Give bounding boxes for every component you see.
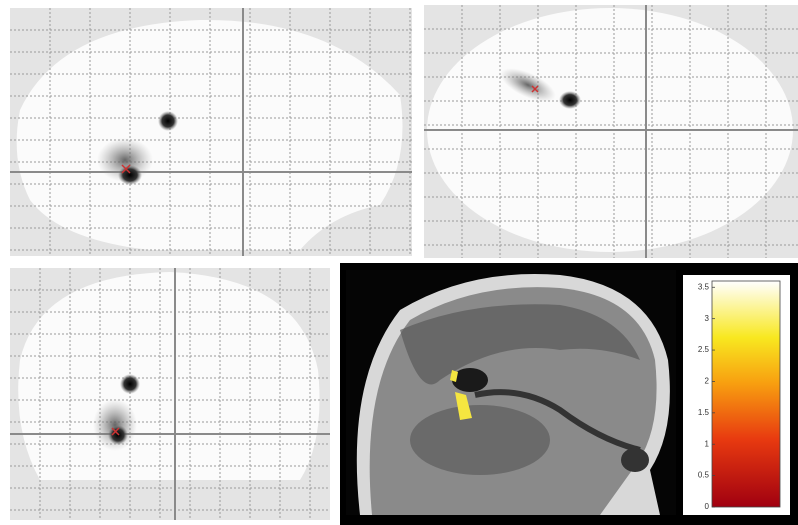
tick-label: 2: [705, 377, 710, 386]
tick-label: 0.5: [698, 471, 710, 480]
tick-label: 3: [705, 314, 710, 323]
coronal-panel: [10, 268, 330, 520]
tick-label: 1: [705, 439, 710, 448]
sagittal-panel: [10, 8, 412, 256]
mri-panel: 0 0.5 1 1.5 2 2.5 3 3.5: [340, 263, 798, 525]
figure: 0 0.5 1 1.5 2 2.5 3 3.5: [0, 0, 798, 525]
tick-label: 2.5: [698, 345, 710, 354]
tick-label: 0: [705, 502, 710, 511]
axial-panel: [424, 5, 798, 258]
colorbar-gradient: [712, 281, 780, 507]
tick-label: 1.5: [698, 408, 710, 417]
tick-label: 3.5: [698, 282, 710, 291]
